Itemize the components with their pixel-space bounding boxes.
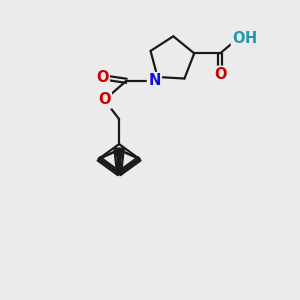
Text: N: N xyxy=(148,73,160,88)
Text: O: O xyxy=(96,70,109,85)
Text: H: H xyxy=(244,31,257,46)
Text: O: O xyxy=(98,92,111,107)
Text: O: O xyxy=(232,31,244,46)
Text: O: O xyxy=(214,67,226,82)
